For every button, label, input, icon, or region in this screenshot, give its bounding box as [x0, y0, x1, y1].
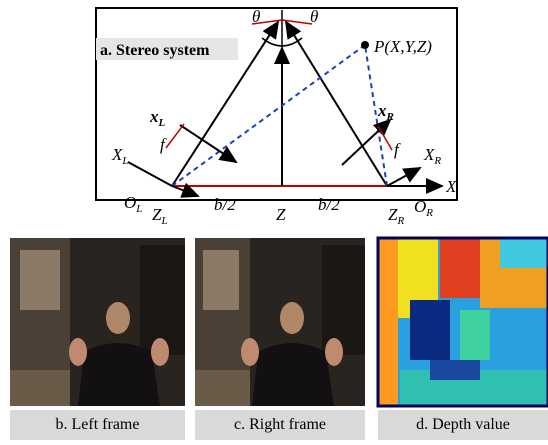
- figure-graphics: a. Stereo system θ θ P(X,Y,Z) X Z b/2 b/…: [0, 0, 548, 445]
- baseline-label: b/2: [214, 195, 236, 214]
- caption: b. Left frame: [10, 410, 185, 440]
- axis-label: ZR: [388, 205, 404, 227]
- theta-label: θ: [310, 7, 318, 26]
- point-label: P(X,Y,Z): [373, 37, 432, 56]
- figure: a. Stereo system θ θ P(X,Y,Z) X Z b/2 b/…: [0, 0, 548, 445]
- stereo-diagram: a. Stereo system θ θ P(X,Y,Z) X Z b/2 b/…: [96, 7, 457, 227]
- depth-map-image: [378, 238, 548, 406]
- axis-label: X: [445, 177, 457, 196]
- axis-label: Z: [276, 205, 286, 224]
- left-frame-image: [10, 238, 185, 406]
- right-frame-image: [195, 238, 365, 406]
- baseline-label: b/2: [318, 195, 340, 214]
- axis-label: ZL: [152, 205, 168, 227]
- caption: d. Depth value: [378, 410, 548, 440]
- theta-label: θ: [252, 7, 260, 26]
- caption: c. Right frame: [195, 410, 365, 440]
- panel-title: a. Stereo system: [100, 42, 210, 59]
